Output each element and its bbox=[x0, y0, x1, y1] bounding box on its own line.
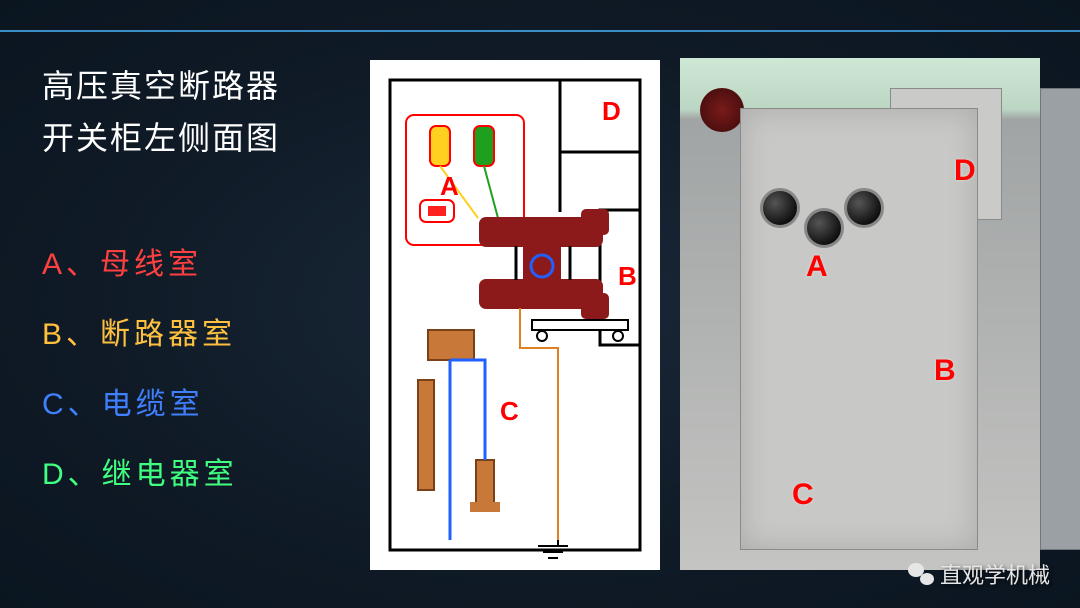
watermark-text: 直观学机械 bbox=[940, 558, 1050, 590]
svg-text:C: C bbox=[500, 396, 519, 426]
schematic-svg: A B C D bbox=[370, 60, 660, 570]
title-line-1: 高压真空断路器 bbox=[42, 68, 280, 104]
title-line-2: 开关柜左侧面图 bbox=[42, 120, 280, 156]
slide-title: 高压真空断路器 开关柜左侧面图 bbox=[42, 60, 280, 164]
legend-item-B: B、断路器室 bbox=[42, 300, 238, 370]
top-rule bbox=[0, 30, 1080, 32]
watermark: 直观学机械 bbox=[908, 558, 1050, 590]
legend-item-C: C、电缆室 bbox=[42, 370, 238, 440]
fan-decor bbox=[700, 88, 744, 132]
bushing-hole bbox=[760, 188, 800, 228]
photo-label-D: D bbox=[954, 154, 976, 188]
legend-list: A、母线室B、断路器室C、电缆室D、继电器室 bbox=[42, 230, 238, 510]
photo-label-B: B bbox=[934, 354, 956, 388]
legend-item-D: D、继电器室 bbox=[42, 440, 238, 510]
cabinet-body bbox=[740, 108, 978, 550]
adjacent-cabinet bbox=[1040, 88, 1080, 550]
photo-panel: A B C D bbox=[680, 58, 1040, 570]
wechat-icon bbox=[908, 561, 934, 587]
bushing-hole bbox=[844, 188, 884, 228]
svg-text:D: D bbox=[602, 96, 621, 126]
slide-root: 高压真空断路器 开关柜左侧面图 A、母线室B、断路器室C、电缆室D、继电器室 A… bbox=[0, 0, 1080, 608]
schematic-panel: A B C D bbox=[370, 60, 660, 570]
photo-label-A: A bbox=[806, 250, 828, 284]
legend-item-A: A、母线室 bbox=[42, 230, 238, 300]
photo-label-C: C bbox=[792, 478, 814, 512]
svg-text:A: A bbox=[440, 171, 459, 201]
svg-text:B: B bbox=[618, 261, 637, 291]
bushing-hole bbox=[804, 208, 844, 248]
